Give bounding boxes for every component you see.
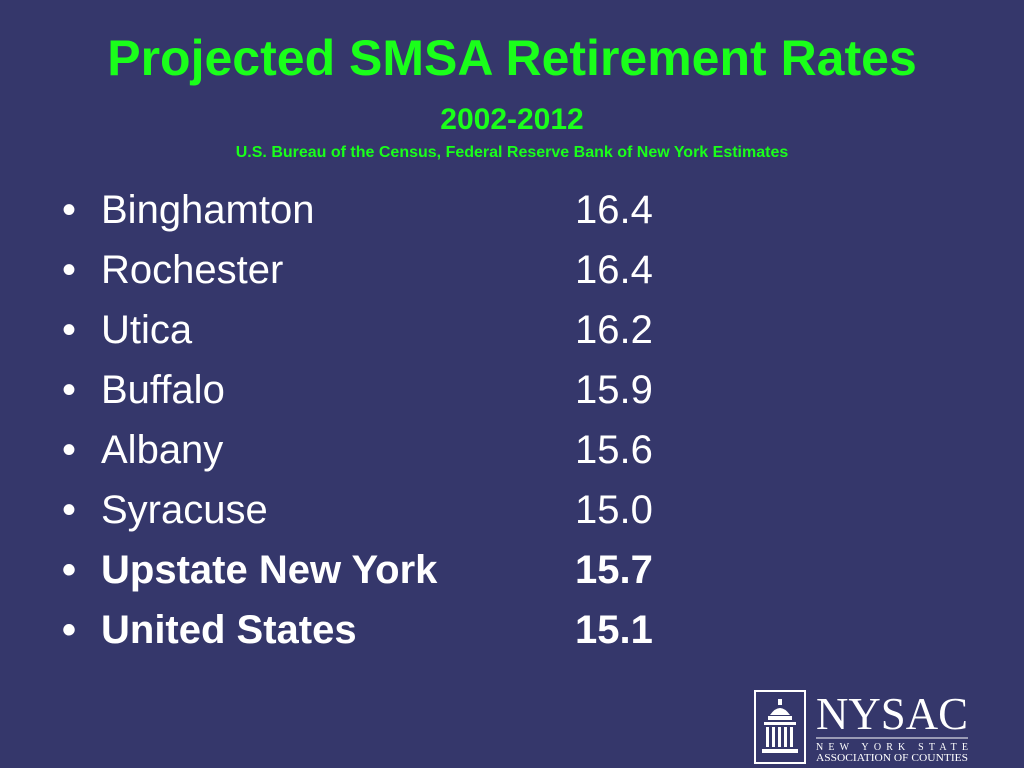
item-value: 16.4 bbox=[575, 248, 653, 292]
bullet: • bbox=[62, 188, 77, 232]
logo-line2: ASSOCIATION OF COUNTIES bbox=[816, 753, 968, 764]
logo-icon bbox=[762, 699, 798, 753]
item-value: 15.1 bbox=[575, 608, 653, 652]
item-value: 16.2 bbox=[575, 308, 653, 352]
bullet: • bbox=[62, 548, 77, 592]
item-label: Syracuse bbox=[101, 488, 268, 532]
logo-name: NYSAC bbox=[816, 688, 968, 739]
item-value: 15.9 bbox=[575, 368, 653, 412]
bullet: • bbox=[62, 308, 77, 352]
item-label: Rochester bbox=[101, 248, 284, 292]
item-label: Utica bbox=[101, 308, 193, 352]
subtitle: 2002-2012 bbox=[440, 103, 584, 136]
item-value: 15.7 bbox=[575, 548, 653, 592]
logo-frame bbox=[754, 690, 806, 764]
item-label: Buffalo bbox=[101, 368, 225, 412]
item-value: 16.4 bbox=[575, 188, 653, 232]
item-label: United States bbox=[101, 608, 357, 652]
bullet: • bbox=[62, 368, 77, 412]
item-label: Albany bbox=[101, 428, 224, 472]
item-label: Binghamton bbox=[101, 188, 315, 232]
logo-line1: NEW YORK STATE bbox=[816, 742, 968, 753]
source: U.S. Bureau of the Census, Federal Reser… bbox=[235, 144, 789, 161]
logo: NYSAC NEW YORK STATE ASSOCIATION OF COUN… bbox=[754, 688, 968, 764]
bullet: • bbox=[62, 428, 77, 472]
item-value: 15.6 bbox=[575, 428, 653, 472]
bullet: • bbox=[62, 608, 77, 652]
bullet: • bbox=[62, 248, 77, 292]
bullet: • bbox=[62, 488, 77, 532]
item-label: Upstate New York bbox=[101, 548, 438, 592]
item-value: 15.0 bbox=[575, 488, 653, 532]
title: Projected SMSA Retirement Rates bbox=[107, 30, 917, 86]
